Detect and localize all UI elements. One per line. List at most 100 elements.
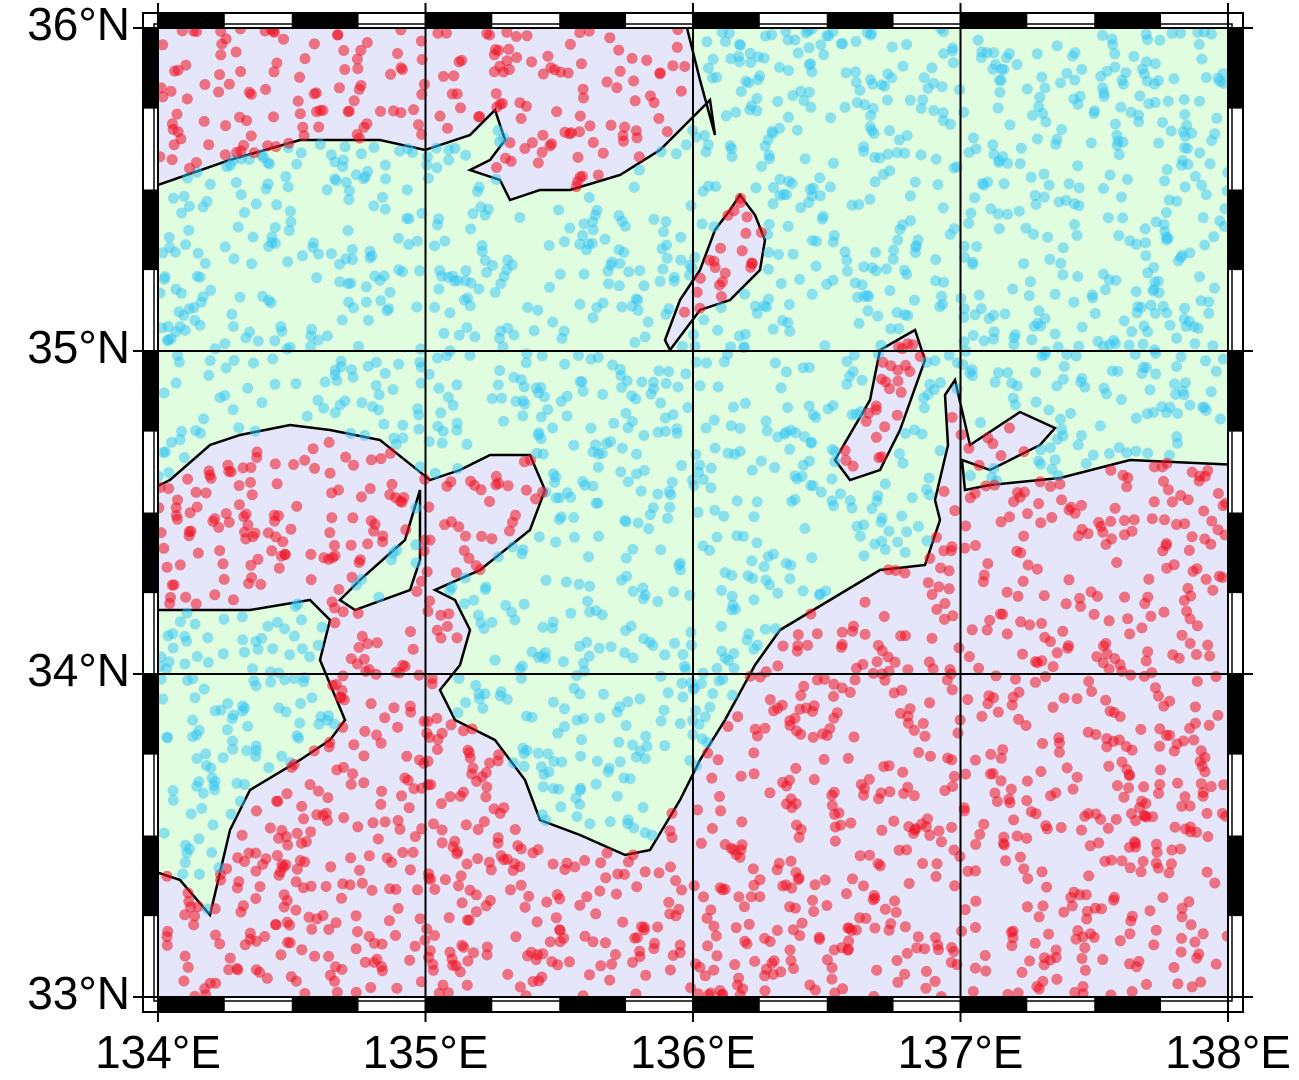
sample-point <box>554 268 566 280</box>
sample-point <box>1049 328 1061 340</box>
sample-point <box>762 551 774 563</box>
sample-point <box>777 640 789 652</box>
frame-segment <box>826 13 894 28</box>
sample-point <box>1038 168 1050 180</box>
sample-point <box>200 748 212 760</box>
frame-segment <box>143 431 158 513</box>
sample-point <box>995 450 1007 462</box>
sample-point <box>395 28 407 36</box>
sample-point <box>769 623 781 635</box>
sample-point <box>291 158 303 170</box>
sample-point <box>1130 286 1142 297</box>
lat-label: 33°N <box>27 967 130 1019</box>
sample-point <box>1138 320 1150 332</box>
sample-point <box>1149 276 1161 288</box>
sample-point <box>557 656 569 668</box>
sample-point <box>1014 851 1026 863</box>
sample-point <box>935 562 947 574</box>
sample-point <box>1184 800 1196 812</box>
sample-point <box>759 140 771 152</box>
sample-point <box>733 972 745 984</box>
sample-point <box>1153 690 1164 702</box>
sample-point <box>327 552 338 564</box>
sample-point <box>323 710 335 722</box>
sample-point <box>982 558 994 570</box>
sample-point <box>1204 158 1216 170</box>
sample-point <box>637 593 649 605</box>
sample-point <box>358 121 370 133</box>
sample-point <box>743 77 755 89</box>
sample-point <box>1062 642 1074 654</box>
sample-point <box>392 48 403 59</box>
sample-point <box>1184 722 1196 734</box>
sample-point <box>976 46 988 58</box>
sample-point <box>198 413 210 425</box>
sample-point <box>899 921 911 933</box>
sample-point <box>959 251 970 263</box>
sample-point <box>217 558 229 570</box>
lon-label: 137°E <box>898 1026 1024 1078</box>
sample-point <box>725 420 737 432</box>
sample-point <box>223 516 235 528</box>
sample-point <box>714 791 725 802</box>
sample-point <box>162 334 174 346</box>
sample-point <box>885 323 897 335</box>
sample-point <box>490 174 502 185</box>
sample-point <box>1135 866 1147 878</box>
frame-segment <box>759 997 827 1012</box>
sample-point <box>158 470 164 482</box>
sample-point <box>988 309 999 321</box>
sample-point <box>742 570 754 582</box>
sample-point <box>661 126 673 138</box>
sample-point <box>1057 269 1069 281</box>
sample-point <box>370 356 382 368</box>
sample-point <box>752 74 764 86</box>
sample-point <box>190 486 202 498</box>
sample-point <box>854 850 866 862</box>
sample-point <box>997 744 1009 756</box>
sample-point <box>1012 987 1024 997</box>
sample-point <box>780 366 792 378</box>
sample-point <box>921 356 933 368</box>
sample-point <box>1197 786 1209 798</box>
sample-point <box>235 66 247 77</box>
sample-point <box>368 200 380 212</box>
sample-point <box>232 964 244 976</box>
sample-point <box>839 246 851 258</box>
sample-point <box>1161 457 1173 469</box>
sample-point <box>411 585 423 597</box>
sample-point <box>252 553 264 565</box>
sample-point <box>235 189 247 201</box>
sample-point <box>397 432 409 444</box>
sample-point <box>1049 288 1061 300</box>
sample-point <box>506 606 517 618</box>
sample-point <box>353 341 364 352</box>
sample-point <box>280 171 292 183</box>
sample-point <box>532 304 544 316</box>
sample-point <box>616 301 628 313</box>
sample-point <box>331 764 343 776</box>
sample-point <box>344 879 356 891</box>
sample-point <box>542 748 554 760</box>
sample-point <box>380 173 392 185</box>
sample-point <box>1022 508 1033 520</box>
sample-point <box>1146 513 1158 525</box>
sample-point <box>494 807 506 819</box>
sample-point <box>224 952 236 964</box>
sample-point <box>601 76 613 88</box>
sample-point <box>978 335 990 347</box>
sample-point <box>1194 95 1205 107</box>
sample-point <box>577 229 589 241</box>
frame-segment <box>1228 189 1243 271</box>
sample-point <box>232 221 244 233</box>
sample-point <box>515 843 527 855</box>
sample-point <box>1008 496 1020 508</box>
sample-point <box>358 777 370 789</box>
sample-point <box>256 632 268 644</box>
sample-point <box>902 664 914 676</box>
sample-point <box>1050 952 1062 963</box>
sample-point <box>1200 72 1212 83</box>
sample-point <box>452 845 464 857</box>
sample-point <box>863 291 874 303</box>
sample-point <box>655 397 667 409</box>
